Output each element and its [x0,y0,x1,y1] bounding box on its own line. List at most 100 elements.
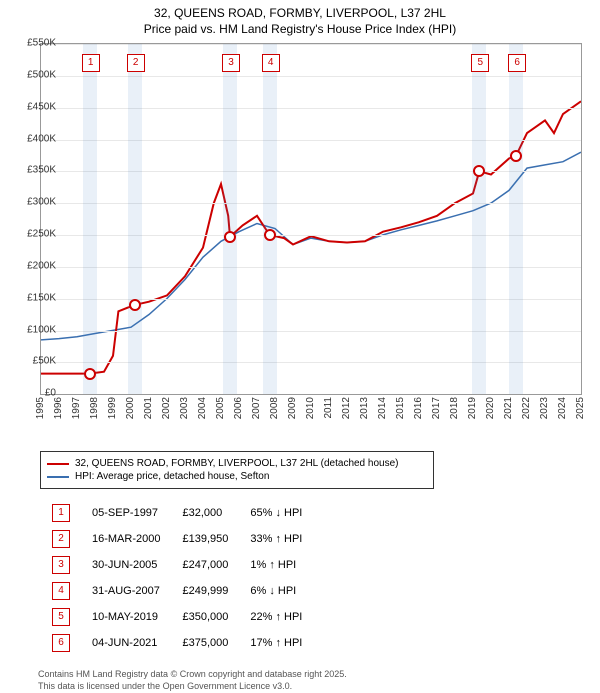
sale-marker-box: 3 [222,54,240,72]
sale-band [472,44,486,394]
sale-band [509,44,523,394]
legend: 32, QUEENS ROAD, FORMBY, LIVERPOOL, L37 … [40,451,434,489]
x-axis-label: 1996 [53,397,64,419]
chart-title: 32, QUEENS ROAD, FORMBY, LIVERPOOL, L37 … [0,0,600,37]
x-axis-label: 2025 [575,397,586,419]
sale-band [83,44,97,394]
x-axis-label: 2004 [197,397,208,419]
legend-label: 32, QUEENS ROAD, FORMBY, LIVERPOOL, L37 … [75,458,398,469]
sales-table: 1 05-SEP-1997£32,00065% ↓ HPI216-MAR-2000… [40,499,314,657]
y-axis-label: £350K [27,165,56,176]
x-axis-label: 2018 [449,397,460,419]
table-row: 1 05-SEP-1997£32,00065% ↓ HPI [42,501,312,525]
sale-marker-dot [473,165,485,177]
sale-index: 3 [52,556,70,574]
x-axis-label: 2014 [377,397,388,419]
line-svg [41,44,581,394]
y-axis-label: £400K [27,133,56,144]
x-axis-label: 2013 [359,397,370,419]
chart-container: 32, QUEENS ROAD, FORMBY, LIVERPOOL, L37 … [0,0,600,680]
sale-price: £350,000 [172,605,238,629]
sale-date: 05-SEP-1997 [82,501,170,525]
sale-index: 1 [52,504,70,522]
sale-delta: 6% ↓ HPI [240,579,312,603]
sale-marker-box: 6 [508,54,526,72]
x-axis-label: 2016 [413,397,424,419]
sale-marker-dot [129,299,141,311]
sale-price: £375,000 [172,631,238,655]
x-axis-label: 2002 [161,397,172,419]
x-axis-label: 2003 [179,397,190,419]
x-axis-label: 2007 [251,397,262,419]
y-axis-label: £50K [33,356,56,367]
table-row: 5 10-MAY-2019£350,00022% ↑ HPI [42,605,312,629]
x-axis-label: 2024 [557,397,568,419]
x-axis-label: 2005 [215,397,226,419]
y-axis-label: £100K [27,324,56,335]
y-axis-label: £450K [27,101,56,112]
sale-marker-box: 5 [471,54,489,72]
attrib-line1: Contains HM Land Registry data © Crown c… [38,669,600,681]
table-row: 3 30-JUN-2005£247,0001% ↑ HPI [42,553,312,577]
x-axis-label: 2000 [125,397,136,419]
x-axis-label: 2022 [521,397,532,419]
legend-row: 32, QUEENS ROAD, FORMBY, LIVERPOOL, L37 … [47,458,427,469]
y-axis-label: £550K [27,38,56,49]
x-axis-label: 1999 [107,397,118,419]
sale-band [128,44,142,394]
table-row: 216-MAR-2000£139,95033% ↑ HPI [42,527,312,551]
table-row: 431-AUG-2007£249,9996% ↓ HPI [42,579,312,603]
sale-marker-box: 1 [82,54,100,72]
x-axis-label: 1998 [89,397,100,419]
x-axis-label: 2019 [467,397,478,419]
x-axis-label: 2017 [431,397,442,419]
x-axis-label: 2015 [395,397,406,419]
chart-area: 123456 £0£50K£100K£150K£200K£250K£300K£3… [40,43,600,443]
y-axis-label: £300K [27,197,56,208]
title-subtitle: Price paid vs. HM Land Registry's House … [0,22,600,38]
x-axis-label: 2011 [323,397,334,419]
y-axis-label: £200K [27,260,56,271]
sale-marker-box: 4 [262,54,280,72]
x-axis-label: 1997 [71,397,82,419]
sale-price: £32,000 [172,501,238,525]
x-axis-label: 2008 [269,397,280,419]
sale-delta: 33% ↑ HPI [240,527,312,551]
x-axis-label: 2006 [233,397,244,419]
sale-date: 10-MAY-2019 [82,605,170,629]
x-axis-label: 2009 [287,397,298,419]
attrib-line2: This data is licensed under the Open Gov… [38,681,600,693]
x-axis-label: 1995 [35,397,46,419]
y-axis-label: £500K [27,70,56,81]
legend-row: HPI: Average price, detached house, Seft… [47,471,427,482]
legend-swatch [47,476,69,478]
sale-marker-box: 2 [127,54,145,72]
sale-date: 31-AUG-2007 [82,579,170,603]
sale-delta: 1% ↑ HPI [240,553,312,577]
sale-delta: 17% ↑ HPI [240,631,312,655]
sale-band [263,44,277,394]
x-axis-label: 2010 [305,397,316,419]
sale-delta: 22% ↑ HPI [240,605,312,629]
sale-band [223,44,237,394]
x-axis-label: 2012 [341,397,352,419]
sale-date: 30-JUN-2005 [82,553,170,577]
title-address: 32, QUEENS ROAD, FORMBY, LIVERPOOL, L37 … [0,6,600,22]
sale-date: 04-JUN-2021 [82,631,170,655]
sale-delta: 65% ↓ HPI [240,501,312,525]
x-axis-label: 2001 [143,397,154,419]
attribution: Contains HM Land Registry data © Crown c… [38,669,600,692]
table-row: 6 04-JUN-2021£375,00017% ↑ HPI [42,631,312,655]
legend-label: HPI: Average price, detached house, Seft… [75,471,269,482]
sale-price: £247,000 [172,553,238,577]
sale-date: 16-MAR-2000 [82,527,170,551]
y-axis-label: £250K [27,229,56,240]
y-axis-label: £150K [27,292,56,303]
sale-index: 4 [52,582,70,600]
x-axis-label: 2020 [485,397,496,419]
sale-index: 6 [52,634,70,652]
sale-index: 5 [52,608,70,626]
plot-area: 1 2 3 4 5 6 [40,43,582,395]
sale-marker-dot [264,229,276,241]
legend-swatch [47,463,69,465]
